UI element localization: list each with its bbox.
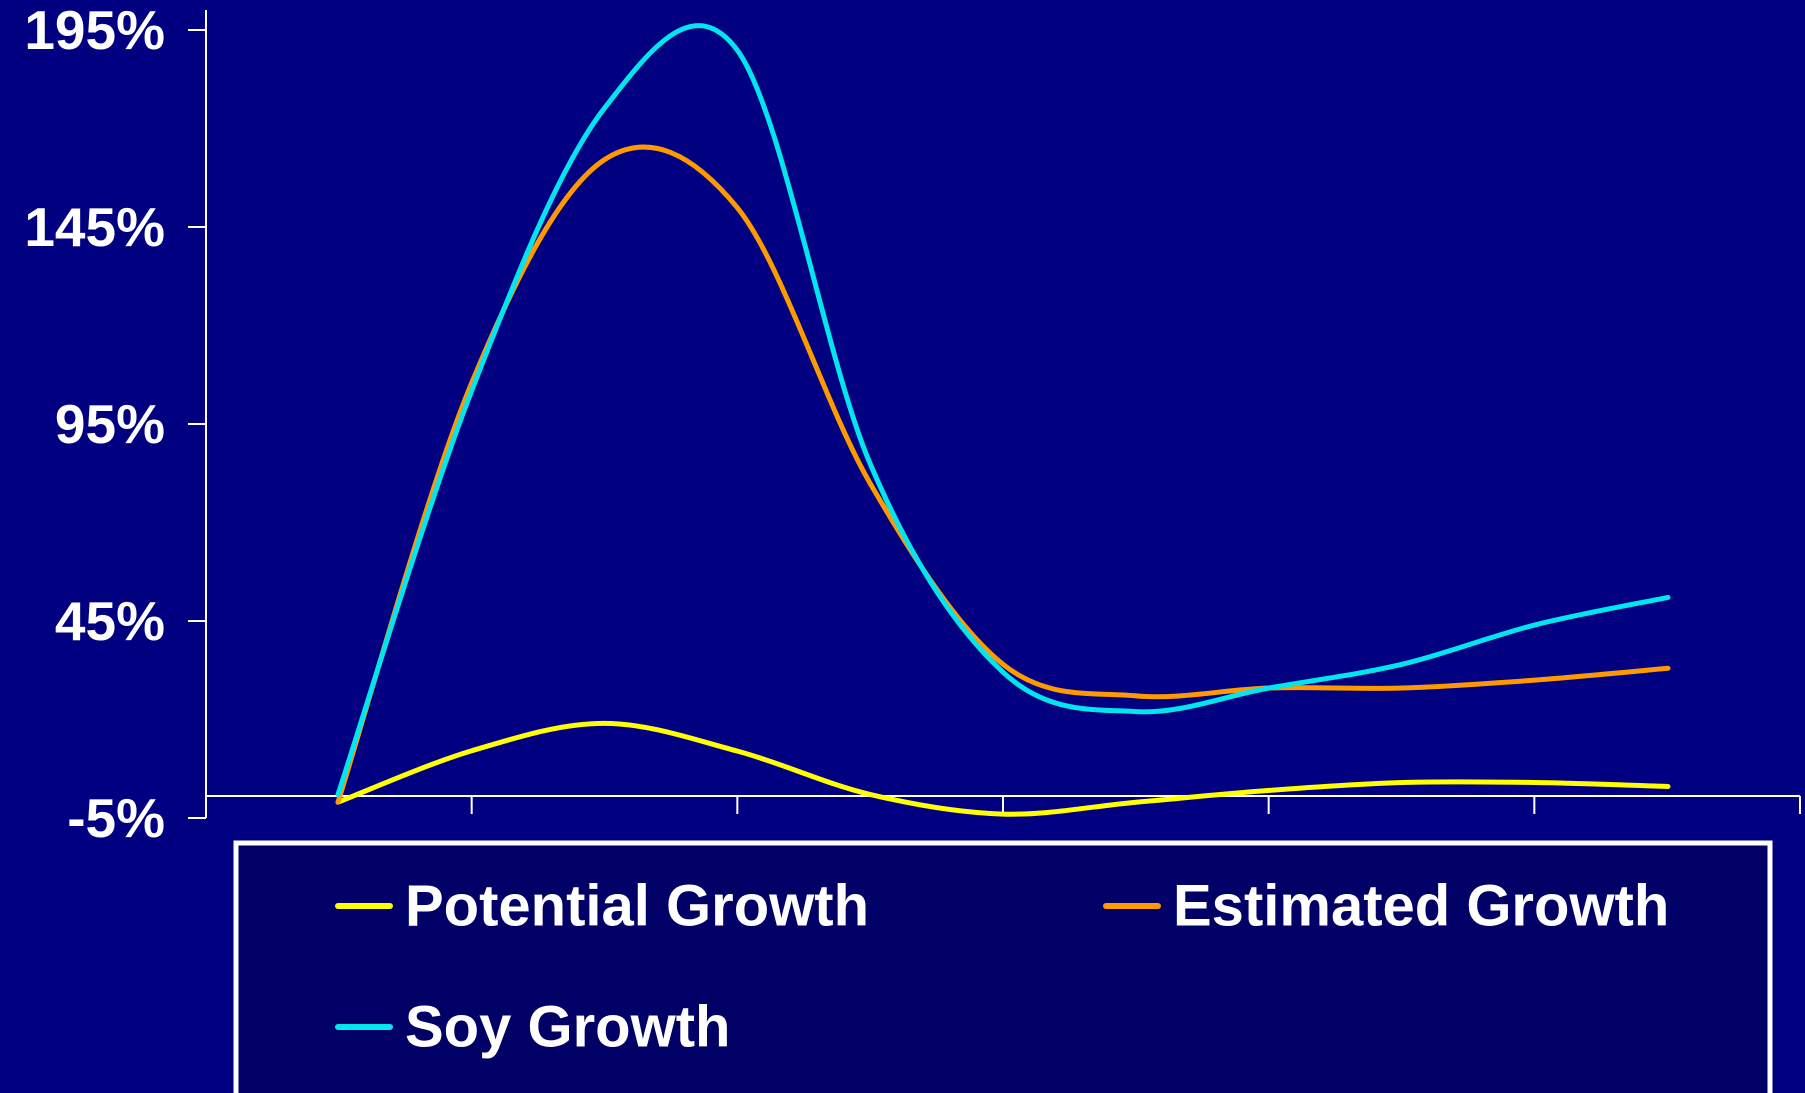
y-tick-label: 45% [55,590,165,652]
y-tick-label: 195% [24,0,165,61]
legend: Potential Growth Estimated Growth Soy Grow… [233,840,1773,1093]
series-line-soy-growth [335,23,1671,797]
legend-label: Estimated Growth [1173,874,1669,939]
series-line-estimated-growth [335,144,1671,805]
legend-label: Potential Growth [405,874,869,939]
legend-label: Soy Growth [405,995,730,1060]
series-layer [335,23,1671,817]
x-axis [206,795,1801,814]
y-tick-label: 145% [24,196,165,258]
series-line-potential-growth [335,720,1671,817]
y-tick-label: -5% [67,787,165,849]
y-tick-label: 95% [55,393,165,455]
legend-box [233,840,1773,1093]
y-axis: -5% 45% 95% 145% 195% [24,0,207,849]
